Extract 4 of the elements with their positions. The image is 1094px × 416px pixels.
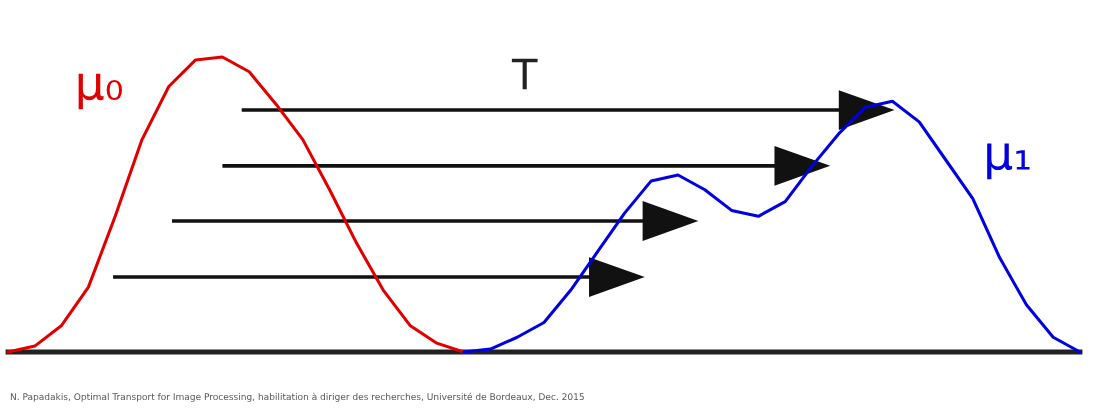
text: N. Papadakis, Optimal Transport for Image Processing, habilitation à diriger des recherches, Université de Bordeaux, Dec. 2015 [10,392,584,402]
series-label: μ₁ [987,143,1030,180]
annotation: T [511,58,538,90]
series-label: μ₀ [78,73,122,110]
